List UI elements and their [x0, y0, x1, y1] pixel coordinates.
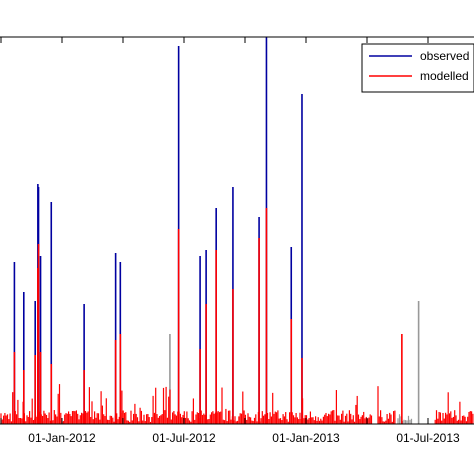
x-tick-label: 01-Jan-2013 [272, 431, 340, 445]
legend-box [361, 43, 474, 93]
x-tick-label: 01-Jan-2012 [28, 431, 96, 445]
x-tick-label: 01-Jul-2012 [152, 431, 216, 445]
x-tick-labels: 01-Jan-2012 01-Jul-2012 01-Jan-2013 01-J… [28, 431, 460, 445]
x-tick-label: 01-Jul-2013 [396, 431, 460, 445]
legend: observed modelled [361, 43, 474, 93]
legend-label-observed: observed [420, 49, 469, 63]
x-ticks [0, 37, 429, 424]
legend-label-modelled: modelled [420, 69, 469, 83]
modelled-series [13, 208, 403, 424]
axes [0, 36, 474, 425]
